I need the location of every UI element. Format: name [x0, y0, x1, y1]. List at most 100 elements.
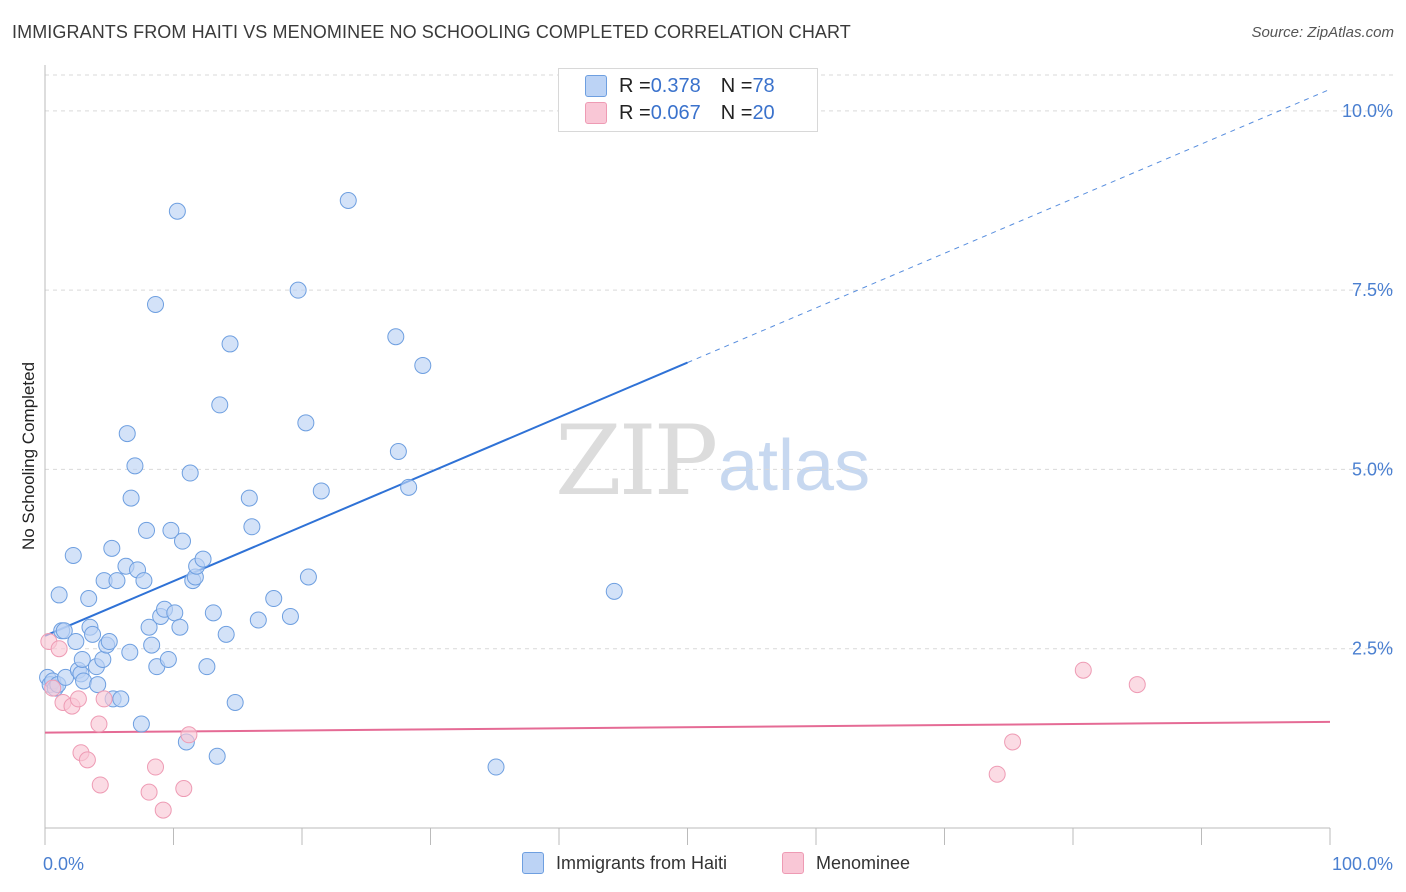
data-point-blue: [108, 572, 126, 590]
legend-swatch-blue: [585, 75, 607, 97]
data-point-blue: [100, 633, 118, 651]
data-point-blue: [171, 618, 189, 636]
legend-r-value: 0.067: [650, 101, 701, 124]
data-point-blue: [73, 650, 91, 668]
trend-extension-blue: [687, 88, 1331, 364]
data-point-blue: [243, 518, 261, 536]
data-point-blue: [265, 590, 283, 608]
data-point-blue: [605, 582, 623, 600]
y-tick-label: 2.5%: [1352, 639, 1393, 659]
data-point-pink: [154, 801, 172, 819]
x-tick-label: 100.0%: [1332, 854, 1393, 874]
data-point-blue: [194, 550, 212, 568]
legend-row-haiti: R = 0.378 N = 78: [585, 73, 775, 99]
data-point-pink: [147, 758, 165, 776]
data-point-pink: [50, 640, 68, 658]
data-point-blue: [118, 425, 136, 443]
data-point-blue: [297, 414, 315, 432]
data-point-blue: [208, 747, 226, 765]
y-tick-label: 5.0%: [1352, 459, 1393, 479]
source-label: Source: ZipAtlas.com: [1251, 24, 1394, 41]
bottom-legend-label: Immigrants from Haiti: [556, 852, 728, 873]
data-point-blue: [64, 546, 82, 564]
legend-n-label: N =: [720, 74, 753, 97]
data-point-blue: [89, 676, 107, 694]
data-point-blue: [80, 590, 98, 608]
data-point-blue: [162, 521, 180, 539]
data-point-blue: [181, 464, 199, 482]
data-point-blue: [387, 328, 405, 346]
data-point-blue: [67, 633, 85, 651]
data-point-blue: [204, 604, 222, 622]
data-point-blue: [226, 694, 244, 711]
y-axis-label: No Schooling Completed: [19, 362, 38, 550]
watermark-zip: ZIP: [555, 405, 718, 517]
chart-title: IMMIGRANTS FROM HAITI VS MENOMINEE NO SC…: [12, 22, 851, 42]
legend-r-label: R =: [619, 74, 651, 97]
data-point-blue: [299, 568, 317, 586]
axes: [44, 65, 1331, 845]
data-point-blue: [103, 539, 121, 557]
bottom-legend-menominee: Menominee: [782, 852, 910, 874]
legend-n-value: 20: [752, 101, 775, 124]
grid-lines: [45, 74, 1395, 650]
data-point-blue: [240, 489, 258, 507]
data-point-pink: [1074, 661, 1092, 679]
correlation-legend: R = 0.378 N = 78 R = 0.067 N = 20: [558, 68, 818, 132]
data-point-pink: [1128, 676, 1146, 694]
y-tick-label: 7.5%: [1352, 280, 1393, 300]
data-point-pink: [180, 726, 198, 744]
data-point-blue: [249, 611, 267, 629]
data-point-blue: [132, 715, 150, 733]
data-point-pink: [1004, 733, 1022, 751]
data-point-blue: [138, 521, 156, 539]
data-point-pink: [988, 765, 1006, 783]
data-point-blue: [140, 618, 158, 636]
data-point-blue: [50, 586, 68, 604]
data-point-blue: [400, 478, 418, 496]
trend-line-pink: [44, 720, 1331, 734]
data-points: [39, 192, 1146, 819]
data-point-blue: [339, 192, 357, 209]
data-point-blue: [121, 643, 139, 661]
data-point-blue: [126, 457, 144, 475]
bottom-legend-swatch-pink: [782, 852, 804, 874]
data-point-blue: [487, 758, 505, 776]
data-point-pink: [78, 751, 96, 769]
data-point-blue: [173, 532, 191, 550]
legend-swatch-pink: [585, 102, 607, 124]
legend-n-label: N =: [720, 101, 753, 124]
watermark-atlas: atlas: [718, 426, 871, 506]
data-point-blue: [198, 658, 216, 676]
data-point-blue: [217, 625, 235, 643]
data-point-blue: [84, 625, 102, 643]
data-point-blue: [75, 672, 93, 690]
legend-row-menominee: R = 0.067 N = 20: [585, 100, 775, 126]
data-point-blue: [168, 202, 186, 220]
bottom-legend-label: Menominee: [816, 852, 911, 873]
data-point-blue: [55, 622, 73, 640]
data-point-pink: [69, 690, 87, 708]
data-point-blue: [147, 295, 165, 313]
data-point-blue: [135, 572, 153, 590]
data-point-pink: [44, 679, 62, 697]
data-point-blue: [289, 281, 307, 299]
data-point-blue: [312, 482, 330, 500]
data-point-blue: [221, 335, 239, 353]
data-point-pink: [175, 780, 193, 798]
data-point-blue: [389, 443, 407, 460]
data-point-pink: [90, 715, 108, 733]
legend-r-value: 0.378: [650, 74, 701, 97]
data-point-blue: [166, 604, 184, 622]
data-point-blue: [281, 607, 299, 625]
data-point-pink: [140, 783, 158, 801]
data-point-blue: [414, 356, 432, 374]
data-point-blue: [94, 650, 112, 668]
data-point-blue: [112, 690, 130, 708]
legend-n-value: 78: [752, 74, 775, 97]
y-tick-label: 10.0%: [1342, 101, 1393, 121]
data-point-blue: [159, 650, 177, 668]
trend-line-blue: [44, 361, 688, 637]
x-tick-label: 0.0%: [43, 854, 84, 874]
